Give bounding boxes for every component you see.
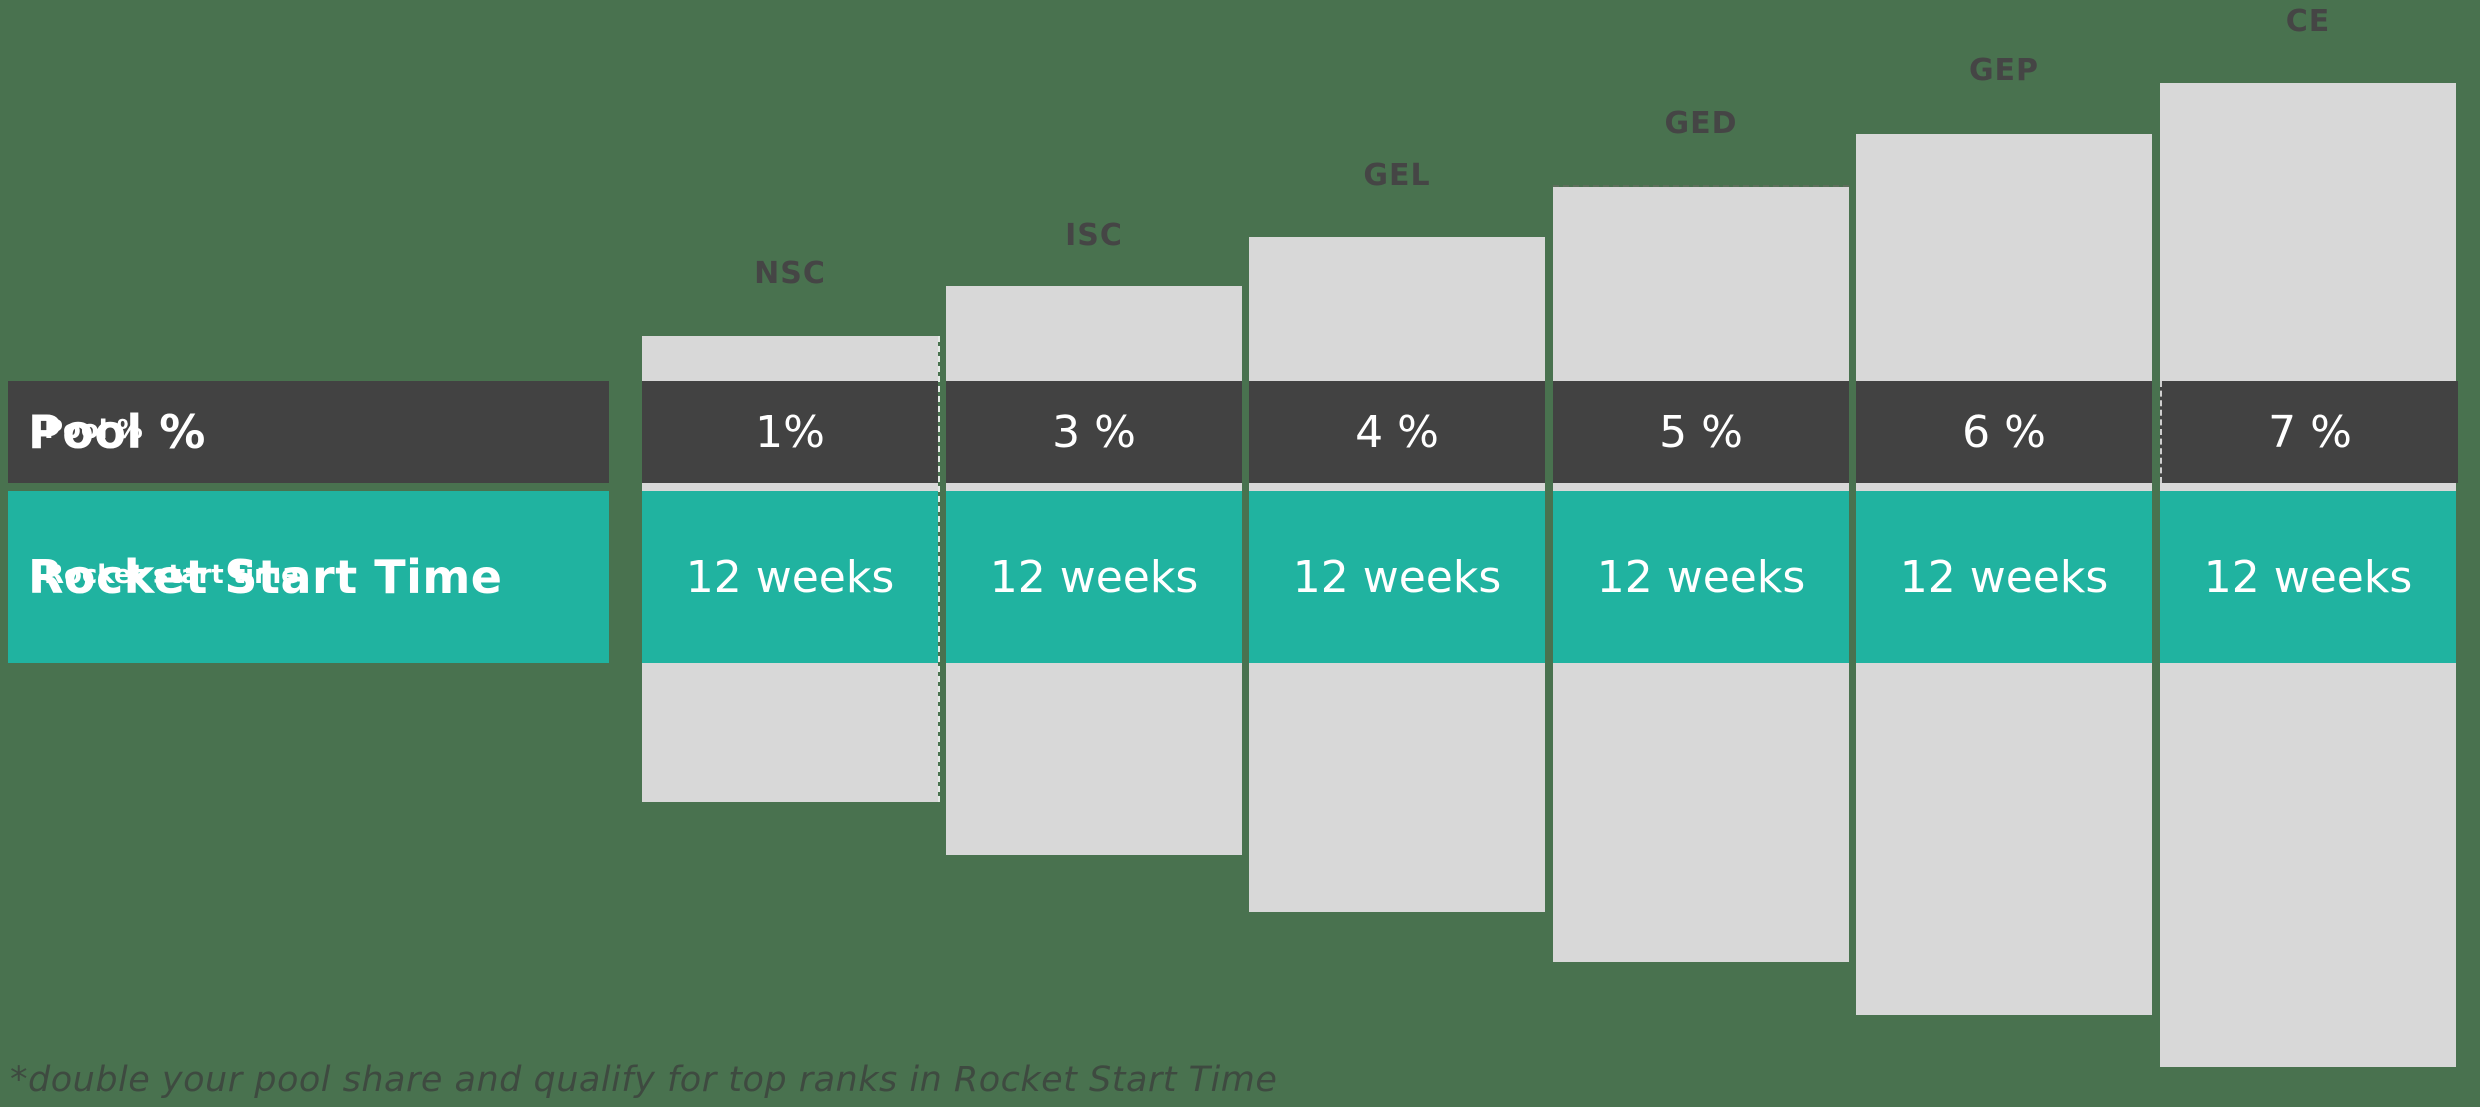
time-row-label: Rocket Start Time xyxy=(28,550,503,604)
rank-header: GED xyxy=(1664,106,1738,141)
time-value: 12 weeks xyxy=(946,491,1242,663)
pool-row-label-bar: Pool % Pool % xyxy=(8,381,609,483)
pool-row-label: Pool % xyxy=(28,405,206,459)
rank-header: GEP xyxy=(1968,53,2040,88)
time-value: 12 weeks xyxy=(1553,491,1849,663)
rank-header: GEL xyxy=(1363,158,1431,193)
rank-header: CE xyxy=(2285,4,2331,39)
pool-row-ghost-label: Pool % xyxy=(44,415,143,446)
pool-value: 4 % xyxy=(1249,381,1545,483)
pool-value: 5 % xyxy=(1553,381,1849,483)
time-value: 12 weeks xyxy=(642,491,938,663)
pool-value: 3 % xyxy=(946,381,1242,483)
pool-value: 7 % xyxy=(2160,381,2458,483)
time-value: 12 weeks xyxy=(1856,491,2152,663)
rank-header: ISC xyxy=(1065,218,1123,253)
pool-value: 1% xyxy=(642,381,938,483)
time-value: 12 weeks xyxy=(2160,491,2456,663)
time-row-ghost-label: Rocket start time xyxy=(44,560,299,591)
time-value: 12 weeks xyxy=(1249,491,1545,663)
pool-value: 6 % xyxy=(1856,381,2152,483)
rank-header: NSC xyxy=(754,256,826,291)
time-row-label-bar: Rocket start time Rocket Start Time xyxy=(8,491,609,663)
footnote: *double your pool share and qualify for … xyxy=(10,1060,1278,1100)
